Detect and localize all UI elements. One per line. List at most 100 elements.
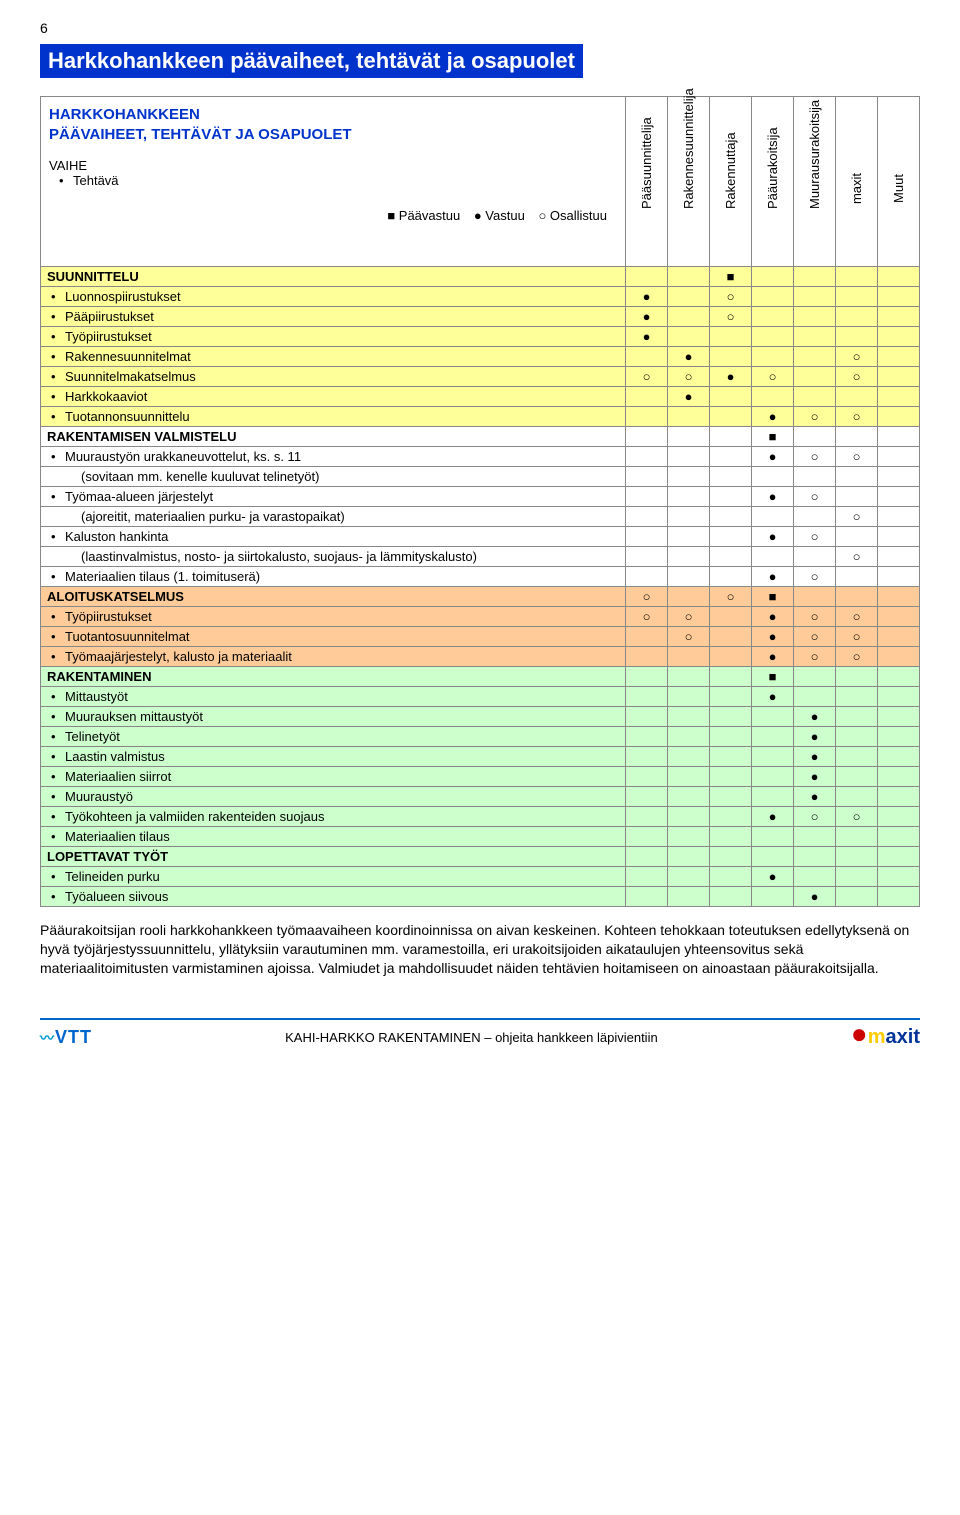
mark-cell — [626, 787, 668, 807]
legend-part: ○ Osallistuu — [538, 208, 607, 223]
mark-cell — [626, 407, 668, 427]
mark-cell — [710, 847, 752, 867]
mark-cell — [836, 267, 878, 287]
mark-cell: ■ — [752, 587, 794, 607]
mark-cell — [710, 687, 752, 707]
mark-cell — [668, 527, 710, 547]
row-label: Kaluston hankinta — [41, 527, 626, 547]
col-paasuunnittelija: Pääsuunnittelija — [639, 168, 654, 209]
mark-cell: ○ — [836, 367, 878, 387]
mark-cell — [710, 547, 752, 567]
mark-cell — [626, 807, 668, 827]
mark-cell — [878, 727, 920, 747]
row-label: Tuotannonsuunnittelu — [41, 407, 626, 427]
mark-cell — [878, 607, 920, 627]
row-label: Muuraustyön urakkaneuvottelut, ks. s. 11 — [41, 447, 626, 467]
mark-cell — [710, 647, 752, 667]
mark-cell — [752, 707, 794, 727]
mark-cell — [794, 667, 836, 687]
mark-cell — [626, 547, 668, 567]
mark-cell — [668, 887, 710, 907]
mark-cell: ○ — [668, 627, 710, 647]
mark-cell — [794, 367, 836, 387]
mark-cell — [710, 887, 752, 907]
mark-cell: ○ — [752, 367, 794, 387]
mark-cell — [878, 627, 920, 647]
col-rakennesuunnittelija: Rakennesuunnittelija — [681, 168, 696, 209]
mark-cell: ● — [752, 407, 794, 427]
mark-cell — [752, 347, 794, 367]
mark-cell: ● — [794, 727, 836, 747]
mark-cell — [836, 327, 878, 347]
mark-cell — [710, 707, 752, 727]
tehtava-label: Tehtävä — [73, 173, 119, 188]
mark-cell — [668, 507, 710, 527]
mark-cell — [794, 467, 836, 487]
mark-cell: ○ — [836, 627, 878, 647]
row-label: Pääpiirustukset — [41, 307, 626, 327]
legend-main: ■ Päävastuu — [387, 208, 460, 223]
col-muut: Muut — [891, 168, 906, 209]
mark-cell — [752, 267, 794, 287]
row-label: Työpiirustukset — [41, 327, 626, 347]
row-label: Työmaa-alueen järjestelyt — [41, 487, 626, 507]
mark-cell — [710, 727, 752, 747]
mark-cell — [668, 567, 710, 587]
mark-cell — [668, 407, 710, 427]
mark-cell: ● — [668, 387, 710, 407]
mark-cell — [710, 487, 752, 507]
mark-cell — [668, 287, 710, 307]
mark-cell: ○ — [836, 547, 878, 567]
mark-cell — [668, 687, 710, 707]
col-paaurakoitsija: Pääurakoitsija — [765, 168, 780, 209]
section-title: LOPETTAVAT TYÖT — [41, 847, 626, 867]
mark-cell — [878, 547, 920, 567]
row-sublabel: (ajoreitit, materiaalien purku- ja varas… — [41, 507, 626, 527]
row-sublabel: (laastinvalmistus, nosto- ja siirtokalus… — [41, 547, 626, 567]
mark-cell: ● — [752, 867, 794, 887]
mark-cell — [668, 547, 710, 567]
mark-cell — [878, 667, 920, 687]
mark-cell — [836, 747, 878, 767]
mark-cell — [794, 867, 836, 887]
col-maxit: maxit — [849, 168, 864, 209]
maxit-logo: ●maxit — [851, 1026, 920, 1049]
mark-cell — [668, 487, 710, 507]
mark-cell — [710, 787, 752, 807]
mark-cell: ● — [752, 607, 794, 627]
mark-cell: ○ — [794, 627, 836, 647]
mark-cell — [626, 747, 668, 767]
mark-cell: ● — [626, 307, 668, 327]
mark-cell — [878, 827, 920, 847]
mark-cell: ○ — [710, 307, 752, 327]
mark-cell — [752, 887, 794, 907]
row-sublabel: (sovitaan mm. kenelle kuuluvat telinetyö… — [41, 467, 626, 487]
mark-cell — [710, 407, 752, 427]
mark-cell — [878, 447, 920, 467]
mark-cell — [752, 387, 794, 407]
mark-cell — [752, 727, 794, 747]
mark-cell — [668, 707, 710, 727]
mark-cell: ● — [626, 287, 668, 307]
mark-cell: ● — [752, 567, 794, 587]
mark-cell — [710, 667, 752, 687]
mark-cell — [878, 647, 920, 667]
mark-cell — [878, 847, 920, 867]
mark-cell: ○ — [836, 807, 878, 827]
mark-cell: ● — [752, 647, 794, 667]
row-label: Telinetyöt — [41, 727, 626, 747]
mark-cell — [836, 567, 878, 587]
mark-cell — [668, 847, 710, 867]
mark-cell — [710, 747, 752, 767]
mark-cell: ○ — [836, 407, 878, 427]
mark-cell: ○ — [836, 507, 878, 527]
mark-cell: ○ — [794, 527, 836, 547]
body-paragraph: Pääurakoitsijan rooli harkkohankkeen työ… — [40, 921, 920, 978]
mark-cell — [710, 767, 752, 787]
header-line2: PÄÄVAIHEET, TEHTÄVÄT JA OSAPUOLET — [49, 126, 352, 143]
legend: ■ Päävastuu ● Vastuu ○ Osallistuu — [49, 208, 617, 223]
mark-cell: ● — [752, 487, 794, 507]
mark-cell — [710, 827, 752, 847]
mark-cell — [626, 627, 668, 647]
mark-cell — [836, 827, 878, 847]
